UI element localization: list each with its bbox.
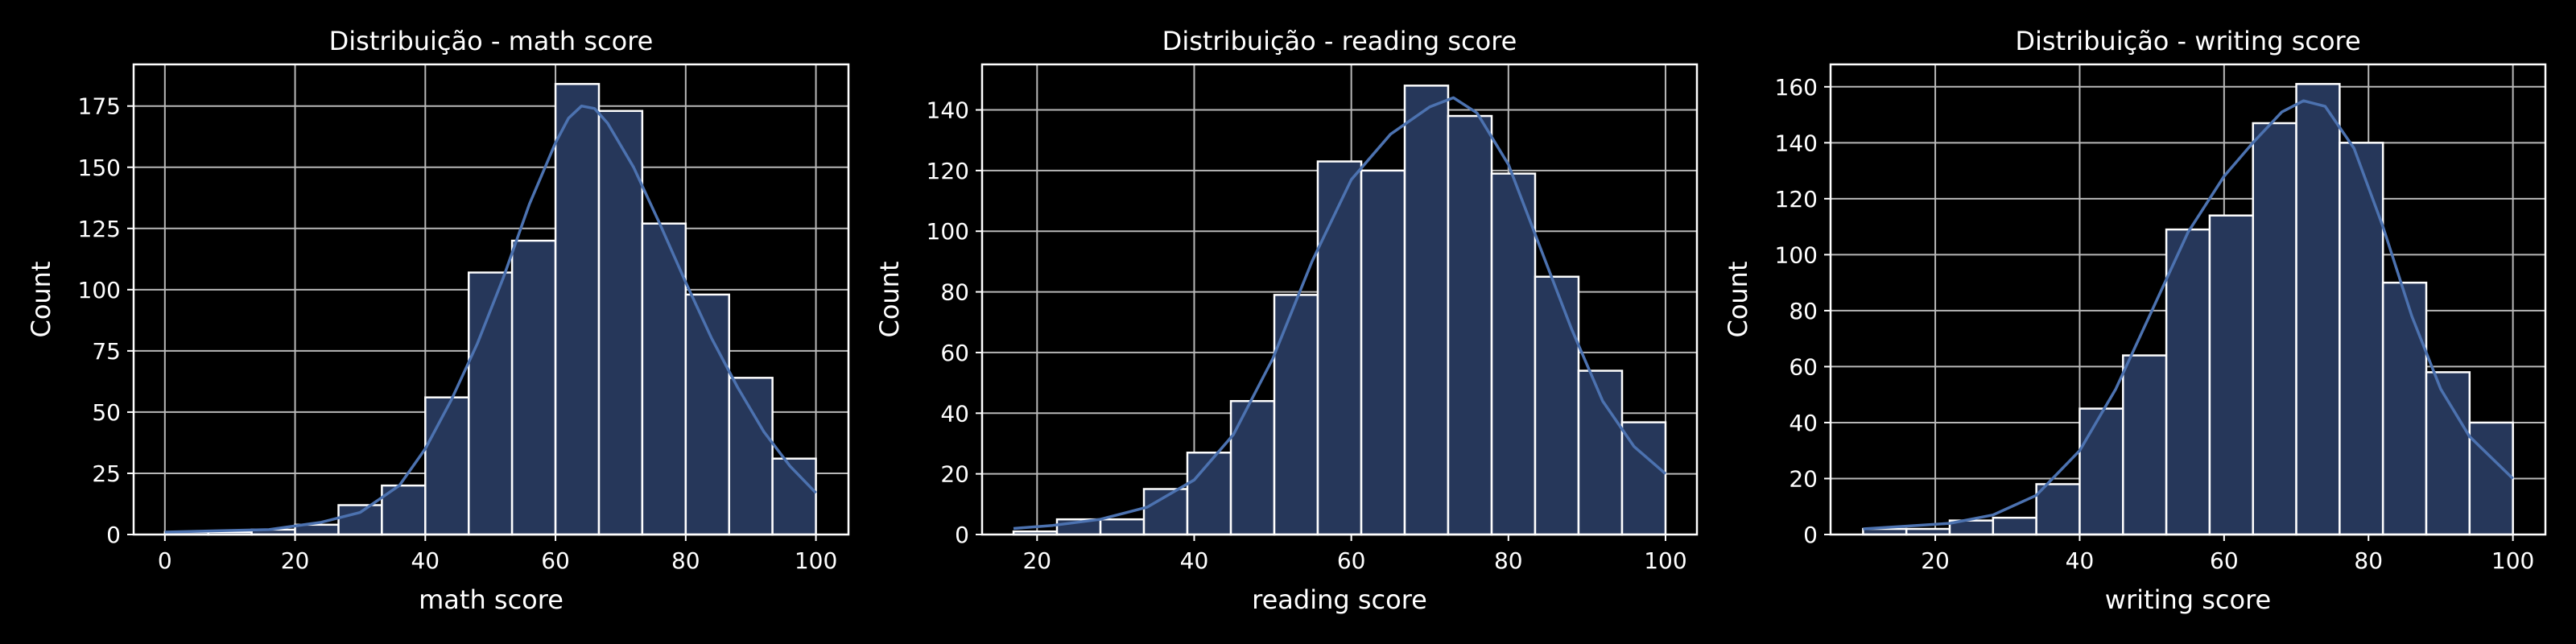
histogram-bar	[597, 109, 644, 536]
histogram-bar	[424, 396, 470, 536]
histogram-bar	[2252, 122, 2297, 536]
y-tick-label: 100	[1775, 242, 1818, 268]
y-tick-label: 100	[927, 218, 969, 245]
x-tick-label: 0	[158, 547, 172, 574]
x-tick-label: 20	[1022, 547, 1051, 574]
histogram-bar	[1447, 114, 1493, 536]
x-tick-label: 100	[795, 547, 837, 574]
x-axis-label: reading score	[1252, 584, 1427, 615]
histogram-bar	[1316, 160, 1363, 536]
histogram-bar	[510, 239, 557, 536]
y-tick-label: 0	[955, 522, 969, 548]
histogram-bar	[1273, 294, 1319, 536]
y-tick-label: 75	[92, 338, 121, 365]
chart-writing-score: 20 40 60 80 100 0 20 40 60 80 100 120 140 160 Distrib…	[1723, 26, 2547, 615]
histogram-bar	[1186, 452, 1232, 536]
y-axis-label: Count	[874, 261, 905, 337]
y-tick-label: 80	[1789, 298, 1818, 324]
x-tick-label: 40	[411, 547, 440, 574]
y-tick-label: 140	[1775, 130, 1818, 156]
histogram-bar	[554, 83, 601, 536]
histogram-bar	[1992, 516, 2037, 536]
y-tick-label: 0	[1803, 522, 1818, 548]
x-tick-label: 80	[1494, 547, 1523, 574]
x-tick-label: 60	[1337, 547, 1366, 574]
y-tick-label: 40	[940, 400, 969, 427]
chart-title: Distribuição - writing score	[2015, 26, 2360, 56]
x-tick-label: 60	[2210, 547, 2239, 574]
x-axis-label: writing score	[2105, 584, 2271, 615]
kde-layer	[1863, 99, 2514, 530]
x-tick-label: 100	[1644, 547, 1686, 574]
x-tick-label: 100	[2491, 547, 2534, 574]
y-tick-label: 140	[927, 97, 969, 124]
chart-title: Distribuição - math score	[329, 26, 654, 56]
x-tick-label: 80	[671, 547, 700, 574]
x-tick-label: 20	[281, 547, 310, 574]
histogram-bar	[2425, 371, 2471, 536]
y-tick-label: 20	[1789, 465, 1818, 492]
histogram-bar	[1403, 85, 1450, 536]
y-tick-label: 60	[940, 340, 969, 366]
histogram-bar	[2381, 281, 2428, 536]
histogram-bar	[1229, 399, 1276, 536]
y-tick-label: 160	[1775, 74, 1818, 101]
histogram-bars	[163, 83, 817, 536]
histogram-bar	[2295, 83, 2341, 536]
axes-frame	[1829, 63, 2547, 536]
y-tick-label: 175	[78, 93, 121, 120]
y-axis-label: Count	[1723, 261, 1753, 337]
x-tick-label: 40	[1180, 547, 1209, 574]
y-tick-label: 125	[78, 216, 121, 242]
histogram-bar	[2208, 214, 2254, 536]
chart-math-score: 0 20 40 60 80 100 0 25 50 75 100 125 150 175 Distribu…	[26, 26, 850, 615]
y-tick-label: 50	[92, 399, 121, 426]
histogram-bar	[1490, 172, 1537, 536]
x-tick-label: 40	[2066, 547, 2095, 574]
histogram-bar	[1360, 169, 1406, 536]
y-tick-label: 120	[927, 158, 969, 184]
histogram-bar	[337, 504, 383, 536]
histogram-bar	[2035, 483, 2081, 536]
histogram-bar	[2079, 407, 2124, 536]
histogram-bar	[2339, 142, 2384, 536]
y-tick-label: 25	[92, 460, 121, 487]
axes: 20 40 60 80 100 0 20 40 60 80 100 120 140 160	[1775, 63, 2547, 574]
y-tick-label: 80	[940, 279, 969, 306]
x-tick-label: 60	[541, 547, 570, 574]
histogram-bar	[1534, 275, 1580, 536]
y-tick-label: 120	[1775, 186, 1818, 213]
histogram-bar	[1099, 518, 1146, 536]
histogram-bar	[2165, 228, 2211, 536]
kde-line	[1863, 99, 2514, 530]
axes-frame	[980, 63, 1699, 536]
axes-frame	[132, 63, 850, 536]
x-tick-label: 20	[1921, 547, 1950, 574]
y-tick-label: 0	[106, 522, 121, 548]
y-tick-label: 60	[1789, 353, 1818, 380]
y-tick-label: 40	[1789, 410, 1818, 436]
y-tick-label: 150	[78, 155, 121, 181]
x-axis-label: math score	[419, 584, 564, 615]
chart-title: Distribuição - reading score	[1162, 26, 1517, 56]
histogram-bars	[1012, 85, 1667, 536]
kde-layer	[1013, 96, 1667, 530]
kde-line	[1013, 96, 1667, 530]
x-tick-label: 80	[2354, 547, 2383, 574]
axes: 0 20 40 60 80 100 0 25 50 75 100 125 150 175	[78, 63, 850, 574]
histogram-bar	[2122, 354, 2168, 536]
y-tick-label: 20	[940, 461, 969, 488]
histogram-bar	[2468, 421, 2514, 536]
kde-line	[164, 104, 817, 534]
kde-layer	[164, 104, 817, 534]
y-tick-label: 100	[78, 277, 121, 303]
histogram-bar	[468, 271, 514, 536]
y-axis-label: Count	[26, 261, 56, 337]
chart-reading-score: 20 40 60 80 100 0 20 40 60 80 100 120 140 Distribuiç…	[874, 26, 1699, 615]
histogram-bar	[728, 377, 774, 536]
axes: 20 40 60 80 100 0 20 40 60 80 100 120 140	[927, 63, 1699, 574]
